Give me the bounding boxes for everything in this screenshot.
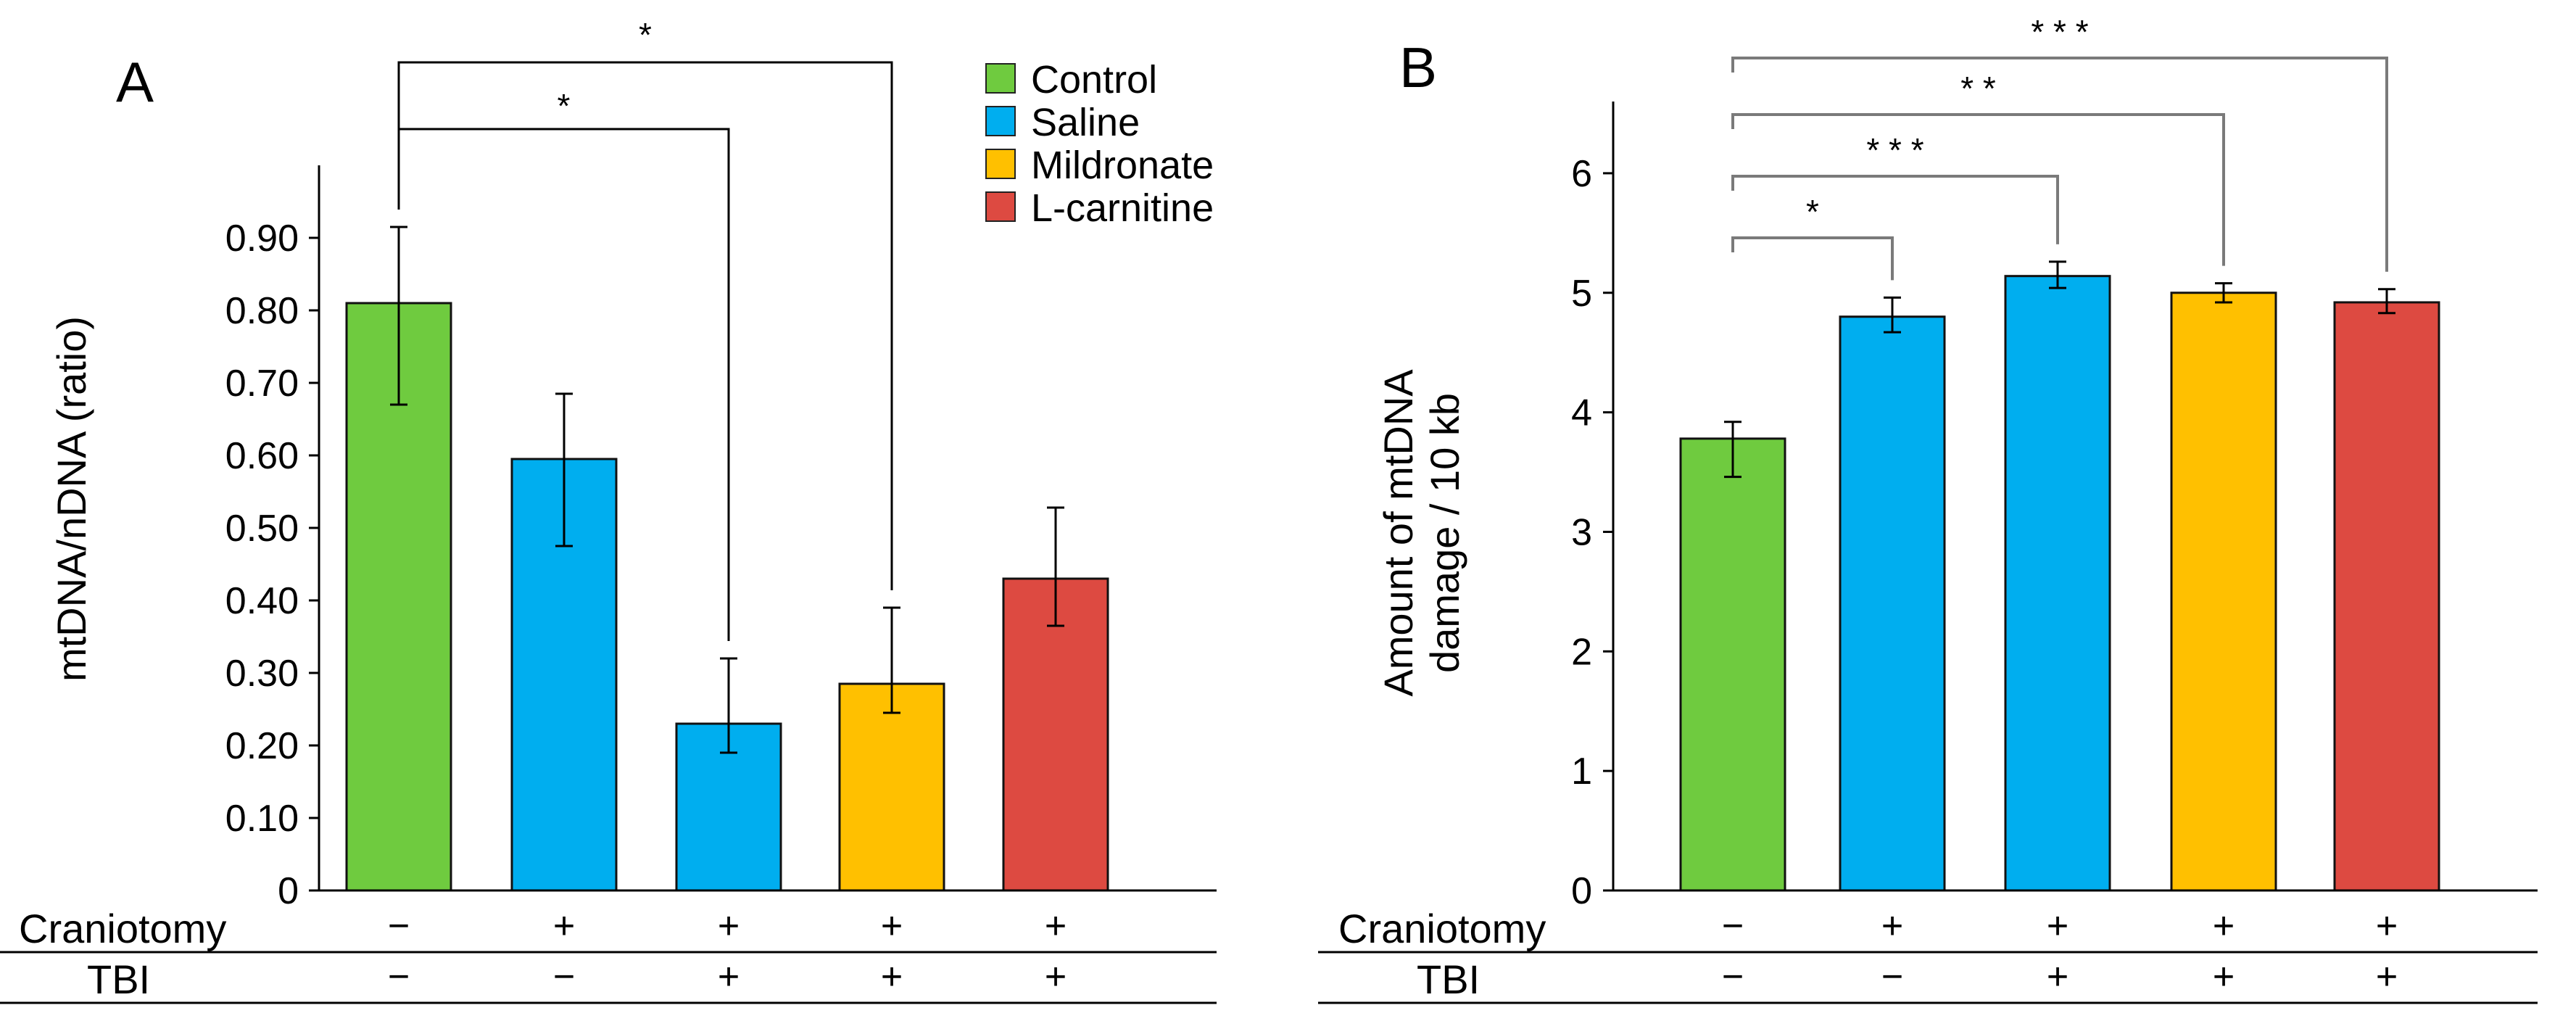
row-value-craniotomy: + xyxy=(881,905,903,947)
row-value-craniotomy: + xyxy=(2213,905,2235,947)
panel-b-y-axis-label-line1: Amount of mtDNA xyxy=(1375,369,1421,697)
row-value-tbi: − xyxy=(1881,956,1903,998)
panel-a-ytick-label: 0 xyxy=(278,870,299,912)
significance-bracket xyxy=(1731,113,2225,266)
significance-label: * * * xyxy=(2031,13,2088,51)
panel-a-y-ticks: 0 0.10 0.20 0.30 0.40 0.50 0.60 0.70 0.80 0.90 xyxy=(225,218,319,912)
bar-l-carnitine xyxy=(1002,577,1109,892)
significance-bracket xyxy=(1731,236,1894,281)
bar-mildronate xyxy=(2170,292,2277,892)
legend-swatch-l-carnitine xyxy=(985,191,1016,222)
panel-b-ytick-label: 5 xyxy=(1571,273,1592,315)
row-value-tbi: − xyxy=(1722,956,1744,998)
legend-label-control: Control xyxy=(1031,58,1157,102)
panel-a-ytick-label: 0.80 xyxy=(225,290,299,332)
significance-bracket xyxy=(397,61,893,590)
panel-b-ytick-label: 4 xyxy=(1571,392,1592,434)
bar-l-carnitine xyxy=(2333,301,2440,892)
panel-b-y-axis-label-line2: damage / 10 kb xyxy=(1422,393,1467,673)
row-value-tbi: − xyxy=(553,956,575,998)
panel-b-bars xyxy=(1679,275,2440,892)
panel-b-ytick-label: 6 xyxy=(1571,153,1592,195)
panel-a-y-axis-label: mtDNA/nDNA (ratio) xyxy=(49,316,94,682)
panel-b-letter: B xyxy=(1399,36,1437,99)
panel-b-ytick-label: 1 xyxy=(1571,751,1592,793)
row-value-craniotomy: + xyxy=(718,905,740,947)
row-value-craniotomy: + xyxy=(2047,905,2068,947)
row-value-tbi: + xyxy=(718,956,740,998)
row-value-tbi: − xyxy=(388,956,410,998)
panel-a-ytick-label: 0.60 xyxy=(225,435,299,477)
panel-b-ytick-label: 0 xyxy=(1571,870,1592,912)
row-value-craniotomy: + xyxy=(2376,905,2398,947)
significance-label: * xyxy=(558,87,571,125)
legend-label-l-carnitine: L-carnitine xyxy=(1031,186,1214,230)
panel-a-bars xyxy=(345,302,1109,892)
significance-label: * * xyxy=(1960,70,1996,107)
panel-b-y-ticks: 0 1 2 3 4 5 6 xyxy=(1571,153,1613,912)
row-value-tbi: + xyxy=(2376,956,2398,998)
row-label-tbi: TBI xyxy=(1417,956,1480,1002)
panel-a: A mtDNA/nDNA (ratio) 0 0.10 0.20 0.30 0.40 0.… xyxy=(0,16,1217,1004)
row-value-tbi: + xyxy=(1045,956,1067,998)
row-value-craniotomy: − xyxy=(388,905,410,947)
row-value-craniotomy: + xyxy=(553,905,575,947)
bar-mildronate xyxy=(838,682,945,892)
row-value-craniotomy: + xyxy=(1045,905,1067,947)
panel-a-ytick-label: 0.40 xyxy=(225,580,299,622)
row-value-craniotomy: + xyxy=(1881,905,1903,947)
significance-label: * xyxy=(1806,193,1819,231)
panel-a-ytick-label: 0.50 xyxy=(225,508,299,550)
legend-swatch-control xyxy=(985,63,1016,94)
panel-b-error-bars xyxy=(1724,260,2395,479)
panel-a-ytick-label: 0.20 xyxy=(225,725,299,767)
bar-control xyxy=(1679,437,1786,892)
row-label-tbi: TBI xyxy=(87,956,150,1002)
panel-b-ytick-label: 2 xyxy=(1571,631,1592,673)
panel-b: B Amount of mtDNA damage / 10 kb 0 1 2 3 4 5 6… xyxy=(1318,13,2538,1004)
panel-b-condition-rows: Craniotomy − + + + + TBI − − + + + xyxy=(1338,905,2398,1002)
significance-label: * xyxy=(639,16,652,54)
row-value-tbi: + xyxy=(2213,956,2235,998)
significance-label: * * * xyxy=(1866,131,1923,169)
legend-label-mildronate: Mildronate xyxy=(1031,144,1214,187)
panel-b-ytick-label: 3 xyxy=(1571,511,1592,553)
row-label-craniotomy: Craniotomy xyxy=(1338,906,1546,951)
bar-saline xyxy=(2004,275,2111,892)
panel-a-significance: ** xyxy=(397,16,893,641)
panel-a-letter: A xyxy=(116,50,154,114)
significance-bracket xyxy=(1731,57,2388,272)
panel-a-ytick-label: 0.90 xyxy=(225,218,299,260)
legend-label-saline: Saline xyxy=(1031,101,1140,144)
row-value-tbi: + xyxy=(2047,956,2068,998)
legend-swatch-mildronate xyxy=(985,149,1016,179)
panel-a-ytick-label: 0.70 xyxy=(225,363,299,405)
panel-a-condition-rows: Craniotomy − + + + + TBI − − + + + xyxy=(19,905,1067,1002)
legend: Control Saline Mildronate L-carnitine xyxy=(985,58,1214,230)
panel-a-ytick-label: 0.30 xyxy=(225,653,299,695)
legend-swatch-saline xyxy=(985,106,1016,136)
row-value-tbi: + xyxy=(881,956,903,998)
row-value-craniotomy: − xyxy=(1722,905,1744,947)
significance-bracket xyxy=(1731,175,2059,244)
panel-a-error-bars xyxy=(390,226,1064,754)
bar-saline xyxy=(1839,315,1946,892)
panel-a-ytick-label: 0.10 xyxy=(225,798,299,840)
panel-b-significance: * * * * * * * * * xyxy=(1731,13,2388,281)
row-label-craniotomy: Craniotomy xyxy=(19,906,226,951)
